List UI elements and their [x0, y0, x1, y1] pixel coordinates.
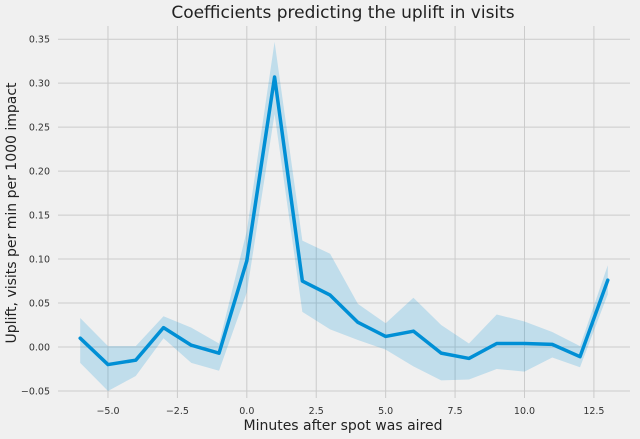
y-axis-label: Uplift, visits per min per 1000 impact	[4, 82, 20, 344]
y-tick-label: 0.00	[29, 342, 50, 353]
y-tick-label: 0.35	[29, 35, 50, 46]
y-tick-label: −0.05	[21, 386, 50, 397]
x-tick-label: 7.5	[448, 406, 463, 417]
confidence-band-area	[80, 41, 608, 391]
x-tick-label: −2.5	[166, 406, 189, 417]
chart-title: Coefficients predicting the uplift in vi…	[171, 3, 514, 23]
y-tick-label: 0.25	[29, 123, 50, 134]
x-tick-labels: −5.0 −2.5 0.0 2.5 5.0 7.5 10.0 12.5	[96, 406, 604, 417]
x-tick-label: 0.0	[239, 406, 254, 417]
coefficient-line-path	[78, 75, 610, 367]
coefficient-line	[78, 75, 610, 367]
grid	[58, 26, 630, 398]
x-tick-label: 5.0	[378, 406, 393, 417]
y-tick-label: 0.10	[29, 255, 50, 266]
x-axis-label: Minutes after spot was aired	[243, 418, 442, 434]
y-tick-label: 0.15	[29, 211, 50, 222]
confidence-band	[80, 41, 608, 391]
x-tick-label: 12.5	[583, 406, 604, 417]
y-tick-label: 0.20	[29, 167, 50, 178]
y-tick-label: 0.30	[29, 79, 50, 90]
y-tick-label: 0.05	[29, 299, 50, 310]
x-tick-label: 10.0	[514, 406, 535, 417]
y-tick-labels: −0.05 0.00 0.05 0.10 0.15 0.20 0.25 0.30 0.35	[21, 35, 50, 398]
x-tick-label: 2.5	[309, 406, 324, 417]
x-tick-label: −5.0	[96, 406, 119, 417]
